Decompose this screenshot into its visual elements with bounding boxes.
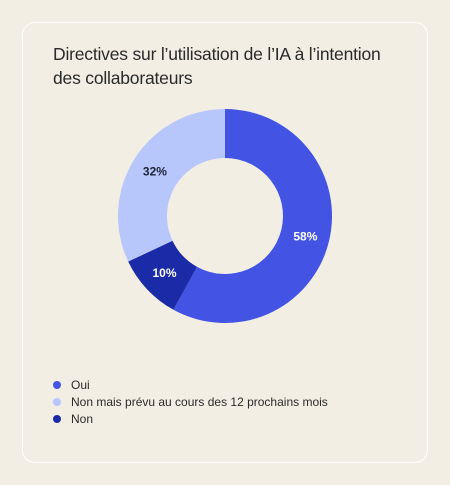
slice-value-label-oui: 58% xyxy=(293,230,317,244)
donut-slice-oui xyxy=(173,109,332,323)
chart-title: Directives sur l’utilisation de l’IA à l… xyxy=(53,44,381,88)
legend-item-oui: Oui xyxy=(53,376,328,393)
legend-item-non: Non xyxy=(53,410,328,427)
slice-value-label-non-mais-prevu-au-cours-des-12-prochains-mois: 32% xyxy=(143,165,167,179)
legend-label: Non xyxy=(71,411,94,426)
chart-legend: Oui Non mais prévu au cours des 12 proch… xyxy=(53,376,328,427)
slice-value-label-non: 10% xyxy=(152,266,176,280)
donut-slice-non-mais-prevu-au-cours-des-12-prochains-mois xyxy=(117,109,225,262)
legend-marker xyxy=(53,414,61,423)
donut-slice-non xyxy=(128,240,198,310)
legend-marker xyxy=(53,397,61,406)
legend-marker xyxy=(53,380,61,389)
legend-item-non-mais-prevu: Non mais prévu au cours des 12 prochains… xyxy=(53,393,328,410)
legend-label: Non mais prévu au cours des 12 prochains… xyxy=(71,394,328,409)
chart-card xyxy=(22,22,428,463)
legend-label: Oui xyxy=(71,377,90,392)
